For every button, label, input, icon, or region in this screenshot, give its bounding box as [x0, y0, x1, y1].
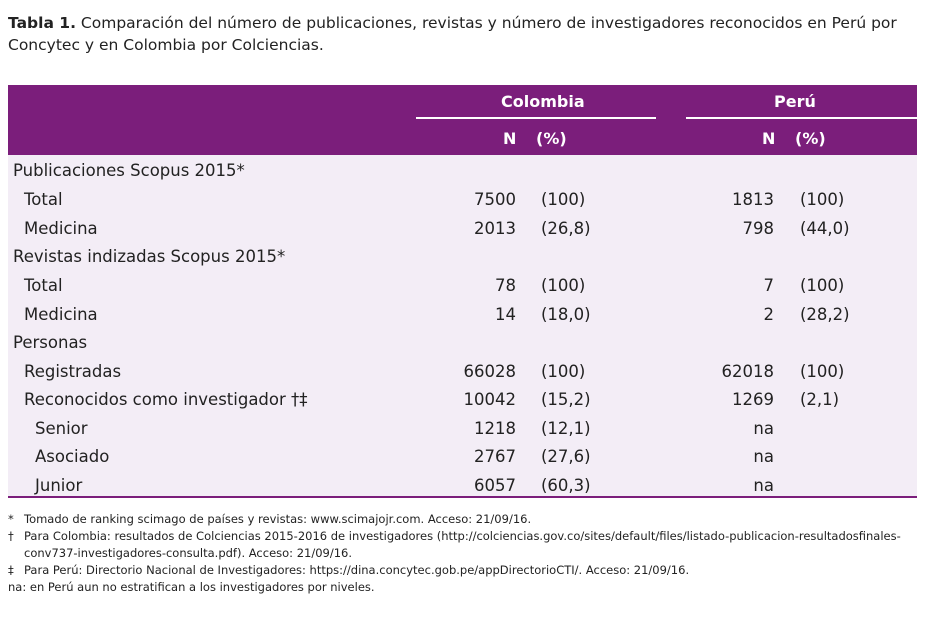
- peru-n: na: [753, 476, 774, 495]
- header-rule-colombia: [416, 117, 656, 119]
- row-label: Junior: [35, 476, 83, 495]
- colombia-n: 14: [495, 305, 516, 324]
- table-footnotes: * Tomado de ranking scimago de países y …: [8, 511, 923, 596]
- row-label: Publicaciones Scopus 2015*: [13, 161, 245, 180]
- colombia-n: 10042: [463, 390, 517, 409]
- peru-n: 7: [763, 276, 775, 295]
- colombia-pct: (100): [541, 276, 586, 295]
- header-peru-pct: (%): [795, 129, 826, 148]
- row-label: Personas: [13, 333, 88, 352]
- table-row: Reconocidos como investigador †‡ 10042 (…: [8, 385, 917, 414]
- peru-pct: (100): [800, 276, 845, 295]
- footnote: * Tomado de ranking scimago de países y …: [8, 511, 923, 528]
- footnote: † Para Colombia: resultados de Colcienci…: [8, 528, 923, 562]
- table-row: Registradas 66028 (100) 62018 (100): [8, 357, 917, 386]
- header-peru-n: N: [762, 129, 776, 148]
- caption-label: Tabla 1.: [8, 14, 76, 32]
- colombia-n: 66028: [463, 362, 517, 381]
- row-label: Total: [24, 276, 63, 295]
- footnote-symbol: *: [8, 512, 14, 526]
- table-row: Medicina 14 (18,0) 2 (28,2): [8, 300, 917, 329]
- table-row: Publicaciones Scopus 2015*: [8, 156, 917, 185]
- caption-text: Comparación del número de publicaciones,…: [8, 14, 897, 54]
- footnote-symbol: †: [8, 529, 14, 543]
- peru-n: 62018: [721, 362, 775, 381]
- peru-n: 2: [763, 305, 775, 324]
- footnote-text: Para Colombia: resultados de Colciencias…: [24, 529, 901, 560]
- table-row: Total 78 (100) 7 (100): [8, 271, 917, 300]
- peru-pct: (100): [800, 190, 845, 209]
- colombia-pct: (12,1): [541, 419, 591, 438]
- table-row: Total 7500 (100) 1813 (100): [8, 185, 917, 214]
- peru-pct: (100): [800, 362, 845, 381]
- header-colombia: Colombia: [501, 92, 585, 111]
- colombia-n: 7500: [474, 190, 516, 209]
- row-label: Senior: [35, 419, 88, 438]
- row-label: Total: [24, 190, 63, 209]
- peru-pct: (44,0): [800, 219, 850, 238]
- table-row: Asociado 2767 (27,6) na: [8, 442, 917, 471]
- colombia-n: 6057: [474, 476, 516, 495]
- row-label: Asociado: [35, 447, 110, 466]
- data-table: Colombia Perú N (%) N (%) Publicaciones …: [8, 85, 917, 498]
- peru-pct: (2,1): [800, 390, 840, 409]
- table-row: Junior 6057 (60,3) na: [8, 471, 917, 500]
- footnote-text: Tomado de ranking scimago de países y re…: [24, 512, 532, 526]
- table-bottom-rule: [8, 496, 917, 498]
- colombia-pct: (100): [541, 362, 586, 381]
- header-colombia-pct: (%): [536, 129, 567, 148]
- colombia-n: 78: [495, 276, 516, 295]
- header-colombia-n: N: [503, 129, 517, 148]
- row-label: Reconocidos como investigador †‡: [24, 390, 308, 409]
- table-row: Medicina 2013 (26,8) 798 (44,0): [8, 214, 917, 243]
- header-peru: Perú: [774, 92, 816, 111]
- footnote-text: na: en Perú aun no estratifican a los in…: [8, 580, 375, 594]
- row-label: Medicina: [24, 219, 98, 238]
- peru-pct: (28,2): [800, 305, 850, 324]
- colombia-pct: (100): [541, 190, 586, 209]
- footnote: ‡ Para Perú: Directorio Nacional de Inve…: [8, 562, 923, 579]
- colombia-n: 2013: [474, 219, 516, 238]
- colombia-n: 2767: [474, 447, 516, 466]
- row-label: Medicina: [24, 305, 98, 324]
- table-row: Revistas indizadas Scopus 2015*: [8, 242, 917, 271]
- peru-n: 1813: [732, 190, 774, 209]
- colombia-pct: (26,8): [541, 219, 591, 238]
- table-row: Senior 1218 (12,1) na: [8, 414, 917, 443]
- colombia-pct: (60,3): [541, 476, 591, 495]
- row-label: Revistas indizadas Scopus 2015*: [13, 247, 286, 266]
- peru-n: na: [753, 447, 774, 466]
- colombia-pct: (15,2): [541, 390, 591, 409]
- footnote: na: en Perú aun no estratifican a los in…: [8, 579, 923, 596]
- peru-n: na: [753, 419, 774, 438]
- table-row: Personas: [8, 328, 917, 357]
- header-rule-peru: [686, 117, 917, 119]
- colombia-pct: (27,6): [541, 447, 591, 466]
- colombia-n: 1218: [474, 419, 516, 438]
- footnote-text: Para Perú: Directorio Nacional de Invest…: [24, 563, 690, 577]
- footnote-symbol: ‡: [8, 563, 14, 577]
- row-label: Registradas: [24, 362, 122, 381]
- peru-n: 798: [742, 219, 775, 238]
- table-header: Colombia Perú N (%) N (%): [8, 85, 917, 155]
- table-caption: Tabla 1. Comparación del número de publi…: [8, 12, 923, 56]
- peru-n: 1269: [732, 390, 774, 409]
- colombia-pct: (18,0): [541, 305, 591, 324]
